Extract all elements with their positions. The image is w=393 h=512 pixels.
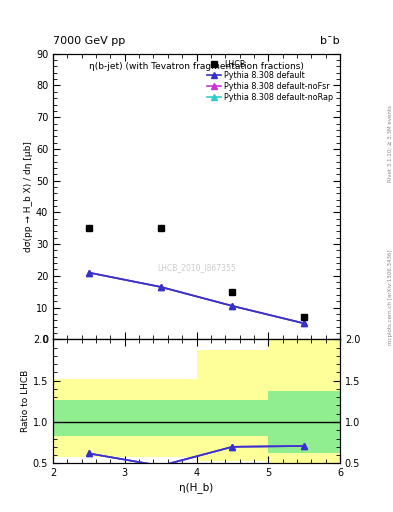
Pythia 8.308 default <box>86 269 91 275</box>
LHCB <box>302 314 307 320</box>
LHCB <box>86 225 91 231</box>
Pythia 8.308 default-noRap <box>230 303 235 309</box>
Pythia 8.308 default-noFsr <box>230 303 235 309</box>
Text: Rivet 3.1.10; ≥ 3.3M events: Rivet 3.1.10; ≥ 3.3M events <box>388 105 393 182</box>
LHCB <box>158 225 163 231</box>
Pythia 8.308 default-noFsr <box>302 321 307 327</box>
Pythia 8.308 default <box>302 321 307 327</box>
Text: b¯b: b¯b <box>320 36 340 46</box>
Line: Pythia 8.308 default: Pythia 8.308 default <box>86 270 307 326</box>
Pythia 8.308 default <box>158 284 163 290</box>
Pythia 8.308 default-noRap <box>86 269 91 275</box>
Line: Pythia 8.308 default-noFsr: Pythia 8.308 default-noFsr <box>86 270 307 326</box>
Pythia 8.308 default-noRap <box>302 321 307 327</box>
Text: mcplots.cern.ch [arXiv:1306.3436]: mcplots.cern.ch [arXiv:1306.3436] <box>388 249 393 345</box>
Legend: LHCB, Pythia 8.308 default, Pythia 8.308 default-noFsr, Pythia 8.308 default-noR: LHCB, Pythia 8.308 default, Pythia 8.308… <box>204 58 336 104</box>
Text: η(b-jet) (with Tevatron fragmentation fractions): η(b-jet) (with Tevatron fragmentation fr… <box>89 62 304 71</box>
Pythia 8.308 default-noFsr <box>86 269 91 275</box>
Pythia 8.308 default-noFsr <box>158 284 163 290</box>
Line: Pythia 8.308 default-noRap: Pythia 8.308 default-noRap <box>86 270 307 326</box>
Y-axis label: dσ(pp → H_b X) / dη [μb]: dσ(pp → H_b X) / dη [μb] <box>24 141 33 252</box>
Pythia 8.308 default-noRap <box>158 284 163 290</box>
Y-axis label: Ratio to LHCB: Ratio to LHCB <box>21 370 30 433</box>
Pythia 8.308 default <box>230 303 235 309</box>
Text: LHCB_2010_I867355: LHCB_2010_I867355 <box>157 263 236 272</box>
LHCB <box>230 289 235 295</box>
Line: LHCB: LHCB <box>85 225 308 321</box>
Text: 7000 GeV pp: 7000 GeV pp <box>53 36 125 46</box>
X-axis label: η(H_b): η(H_b) <box>179 482 214 493</box>
